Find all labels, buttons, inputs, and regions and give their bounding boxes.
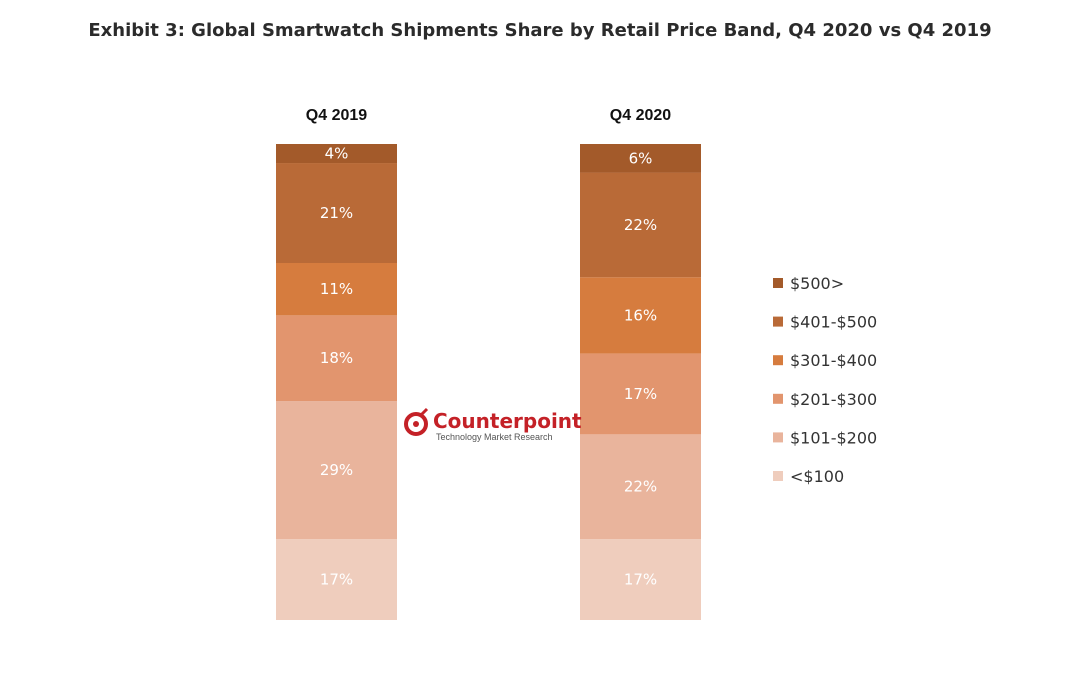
data-label-q4-2020-201-300: 17%	[624, 385, 657, 403]
data-label-q4-2020-401-500: 22%	[624, 216, 657, 234]
bar-segment-q4-2020-301-400	[580, 277, 701, 354]
data-label-q4-2019-500-plus: 4%	[325, 145, 349, 163]
bar-segment-q4-2020-201-300	[580, 353, 701, 435]
data-label-q4-2019-101-200: 29%	[320, 461, 353, 479]
bars-group: Q4 2019 17% 29% 18% 11% 21% 4% Q4 2020 17% 22% 17%…	[276, 107, 701, 620]
data-label-q4-2019-201-300: 18%	[320, 349, 353, 367]
bar-segment-q4-2020-401-500	[580, 172, 701, 278]
bar-segment-q4-2020-101-200	[580, 434, 701, 540]
data-label-q4-2019-301-400: 11%	[320, 280, 353, 298]
data-label-q4-2020-500-plus: 6%	[629, 149, 653, 167]
counterpoint-logo-icon	[404, 407, 429, 436]
legend-swatch-under-100	[773, 471, 783, 481]
legend-label-401-500: $401-$500	[790, 313, 877, 332]
legend-swatch-301-400	[773, 355, 783, 366]
legend-label-101-200: $101-$200	[790, 428, 877, 447]
legend-label-301-400: $301-$400	[790, 351, 877, 370]
legend-label-under-100: <$100	[790, 467, 844, 486]
legend-swatch-401-500	[773, 316, 783, 327]
data-label-q4-2020-under-100: 17%	[624, 571, 657, 589]
bar-segment-q4-2019-401-500	[276, 163, 397, 263]
legend-label-201-300: $201-$300	[790, 390, 877, 409]
data-label-q4-2019-under-100: 17%	[320, 571, 353, 589]
bar-segment-q4-2019-under-100	[276, 539, 397, 620]
bar-segment-q4-2020-under-100	[580, 539, 701, 620]
logo-tagline: Technology Market Research	[436, 432, 553, 442]
logo-brand: Counterpoint	[433, 409, 582, 433]
bar-segment-q4-2019-101-200	[276, 401, 397, 540]
legend: $500> $401-$500 $301-$400 $201-$300 $101-$20…	[773, 274, 877, 486]
data-label-q4-2020-101-200: 22%	[624, 478, 657, 496]
legend-swatch-101-200	[773, 432, 783, 443]
legend-swatch-201-300	[773, 393, 783, 404]
bar-segment-q4-2020-500-plus	[580, 144, 701, 173]
bar-segment-q4-2019-500-plus	[276, 144, 397, 164]
data-label-q4-2020-301-400: 16%	[624, 306, 657, 324]
legend-label-500-plus: $500>	[790, 274, 844, 293]
counterpoint-logo: Counterpoint Technology Market Research	[404, 407, 582, 442]
data-label-q4-2019-401-500: 21%	[320, 204, 353, 222]
bar-segment-q4-2019-201-300	[276, 315, 397, 402]
legend-swatch-500-plus	[773, 278, 783, 288]
bar-segment-q4-2019-301-400	[276, 263, 397, 316]
bar-label-q4-2020: Q4 2020	[610, 107, 671, 124]
chart-title: Exhibit 3: Global Smartwatch Shipments S…	[88, 20, 992, 41]
bar-label-q4-2019: Q4 2019	[306, 107, 367, 124]
